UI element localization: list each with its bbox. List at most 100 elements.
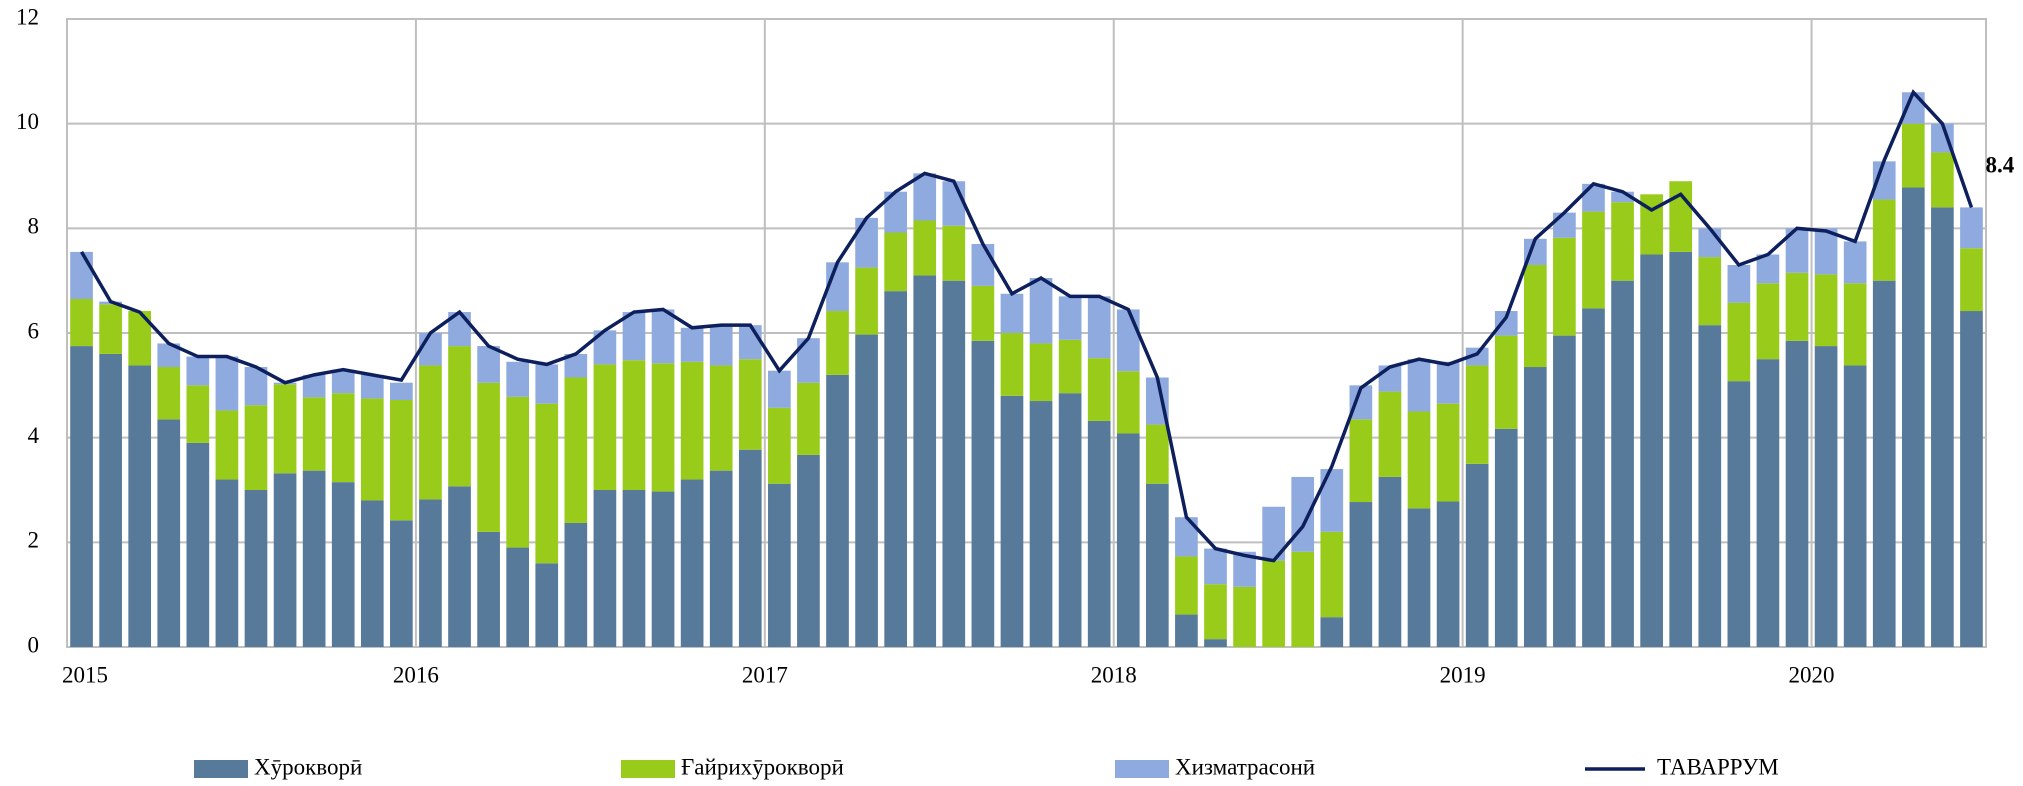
y-tick-label: 2 (28, 528, 40, 553)
bar-segment (186, 356, 210, 386)
bar-segment (1669, 251, 1693, 647)
bar-segment (1175, 556, 1198, 615)
bar-segment (1291, 476, 1315, 552)
legend-label: Ғайрихӯрокворӣ (681, 754, 844, 779)
bar-segment (622, 312, 646, 361)
bar-segment (1814, 228, 1838, 275)
bar-segment (360, 374, 384, 399)
bar-segment (651, 309, 675, 364)
bar-segment (1611, 280, 1634, 647)
bar-segment (302, 470, 326, 647)
bar-segment (797, 454, 820, 647)
bar-segment (506, 396, 530, 548)
bar-segment (1698, 228, 1722, 258)
bar-segment (70, 346, 93, 647)
bar-segment (1785, 272, 1809, 341)
legend-swatch (621, 760, 675, 778)
bar-segment (535, 563, 559, 647)
bar-segment (1407, 359, 1431, 412)
legend-label: Хӯрокворӣ (254, 754, 362, 779)
bar-segment (448, 346, 471, 487)
legend-swatch (194, 760, 248, 778)
bar-segment (1698, 257, 1722, 326)
bar-segment (157, 419, 181, 647)
bar-segment (1087, 358, 1111, 421)
bar-segment (564, 377, 588, 523)
bar-segment (593, 364, 617, 490)
bar-segment (1058, 339, 1082, 394)
bar-segment (1931, 207, 1954, 647)
bar-segment (1698, 325, 1722, 647)
bar-segment (1494, 335, 1518, 429)
bar-segment (1465, 347, 1489, 366)
bar-segment (215, 410, 239, 480)
bar-segment (1640, 254, 1663, 647)
bar-segment (1436, 501, 1460, 647)
bar-segment (768, 407, 791, 484)
bar-segment (1436, 403, 1460, 502)
bar-segment (535, 364, 559, 404)
bar-segment (1000, 293, 1024, 333)
bar-segment (1175, 517, 1198, 557)
bar-segment (302, 374, 326, 398)
legend-swatch (1115, 760, 1169, 778)
bar-segment (1058, 393, 1082, 647)
legend-label: ТАВАРРУМ (1657, 754, 1779, 779)
bar-segment (244, 490, 268, 647)
bar-segment (1523, 367, 1547, 647)
bar-segment (680, 327, 704, 362)
bar-segment (1611, 191, 1634, 203)
bar-segment (1000, 333, 1024, 396)
bar-segment (1582, 308, 1605, 647)
bar-segment (244, 367, 268, 406)
bar-segment (1204, 639, 1227, 647)
bar-segment (1349, 385, 1373, 420)
bar-segment (1727, 264, 1751, 303)
bar-segment (564, 353, 588, 378)
bar-segment (128, 311, 152, 366)
bar-segment (797, 382, 820, 455)
bar-segment (1756, 254, 1780, 284)
bar-segment (709, 325, 733, 366)
bar-segment (1960, 207, 1983, 249)
bar-segment (1553, 335, 1576, 647)
bar-segment (157, 343, 181, 368)
bar-segment (913, 173, 937, 221)
bar-segment (1553, 237, 1576, 336)
bar-segment (1727, 302, 1751, 382)
bar-segment (1320, 531, 1344, 618)
bar-segment (419, 333, 442, 366)
bar-segment (1000, 395, 1024, 647)
bar-segment (302, 397, 326, 471)
bar-segment (680, 479, 704, 647)
bar-segment (1785, 340, 1809, 647)
bar-segment (855, 217, 878, 268)
y-tick-label: 6 (28, 318, 40, 343)
bar-segment (942, 181, 966, 226)
bar-segment (1843, 365, 1867, 647)
bar-segment (1087, 420, 1111, 647)
bar-segment (1407, 411, 1431, 509)
bar-segment (1262, 506, 1285, 561)
bar-segment (971, 340, 995, 647)
y-tick-label: 8 (28, 214, 40, 239)
bar-segment (1756, 283, 1780, 360)
bar-segment (709, 470, 733, 647)
bar-segment (622, 490, 646, 647)
y-tick-label: 12 (16, 4, 39, 29)
x-tick-label: 2015 (62, 662, 108, 687)
bar-segment (1407, 508, 1431, 647)
x-tick-label: 2019 (1440, 662, 1486, 687)
bar-segment (1175, 614, 1198, 647)
bar-segment (1349, 419, 1373, 503)
bar-segment (1931, 152, 1954, 208)
bar-segment (1320, 617, 1344, 647)
bar-segment (1582, 183, 1605, 212)
bar-segment (1087, 296, 1111, 359)
bar-segment (884, 191, 907, 233)
bar-segment (1378, 391, 1402, 477)
bar-segment (390, 520, 413, 647)
bar-segment (1465, 463, 1489, 647)
bar-segment (448, 486, 471, 647)
